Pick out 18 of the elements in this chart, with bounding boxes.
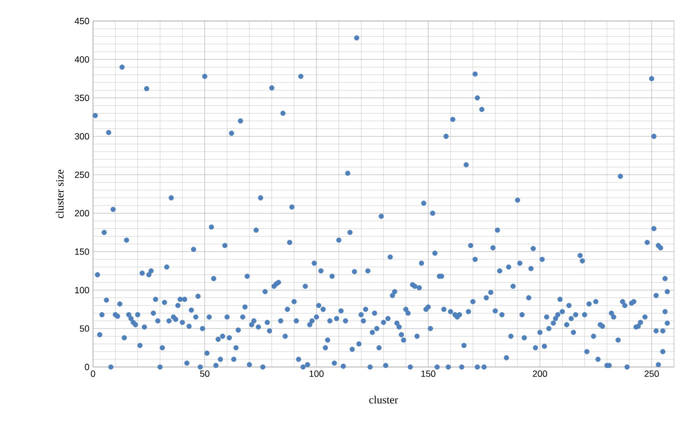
x-tick-label: 0 [90, 370, 96, 377]
y-tick-label: 100 [75, 286, 90, 294]
x-tick-label: 200 [532, 370, 548, 377]
y-tick-label: 450 [74, 18, 90, 24]
y-tick-label: 0 [84, 364, 90, 370]
y-axis-title: cluster size [56, 170, 64, 218]
x-axis-title: cluster [369, 396, 398, 404]
x-tick-label: 150 [421, 370, 436, 377]
y-tick-label: 400 [74, 56, 90, 63]
y-tick-label: 200 [74, 210, 90, 216]
x-tick-label: 50 [200, 370, 210, 377]
x-tick-label: 100 [310, 370, 324, 377]
x-tick-label: 250 [644, 370, 659, 377]
y-tick-label: 250 [74, 172, 90, 178]
y-tick-label: 350 [74, 94, 90, 102]
y-tick-label: 150 [75, 248, 90, 255]
y-tick-label: 300 [74, 133, 90, 140]
y-tick-label: 50 [80, 325, 90, 332]
